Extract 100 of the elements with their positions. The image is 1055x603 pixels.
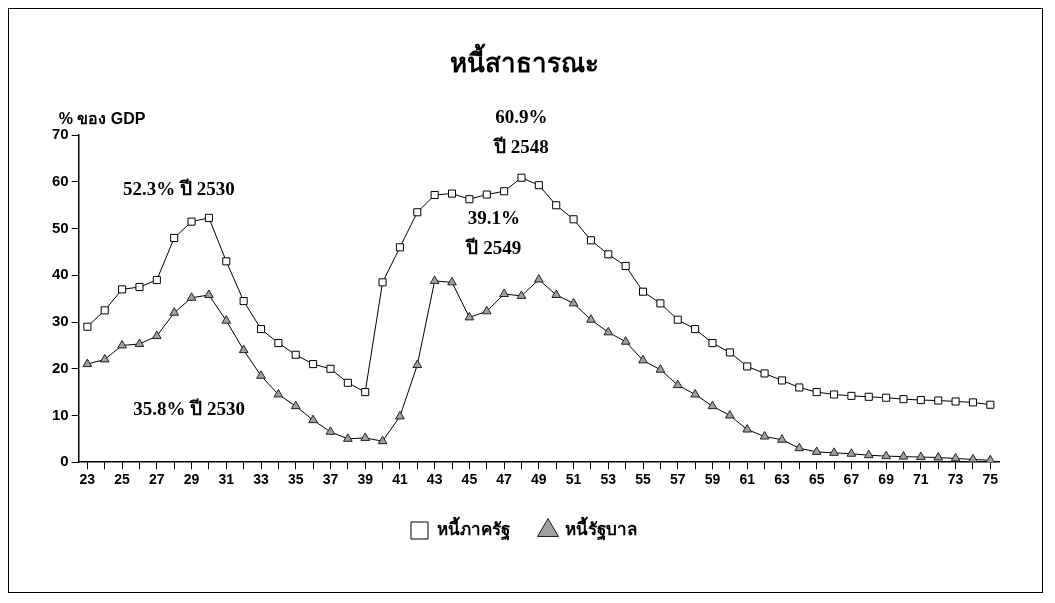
point bbox=[118, 285, 127, 294]
legend-label: หนี้ภาครัฐ bbox=[436, 516, 510, 542]
point bbox=[950, 452, 961, 462]
point bbox=[82, 358, 93, 368]
point bbox=[777, 376, 786, 385]
y-tick-label: 50 bbox=[52, 218, 69, 236]
x-tick-label: 27 bbox=[149, 471, 165, 488]
chart-title: หนี้สาธารณะ bbox=[449, 42, 599, 78]
x-tick-label: 37 bbox=[322, 471, 339, 488]
x-tick-label: 45 bbox=[461, 471, 478, 488]
point bbox=[552, 201, 561, 210]
point bbox=[516, 290, 527, 299]
point bbox=[378, 278, 387, 287]
point bbox=[187, 217, 196, 226]
point bbox=[604, 250, 613, 259]
annotation: 52.3% ปี 2530 bbox=[123, 177, 235, 199]
y-tick-label: 70 bbox=[52, 125, 69, 143]
x-tick-label: 67 bbox=[843, 471, 860, 488]
point bbox=[690, 388, 700, 398]
point bbox=[169, 307, 180, 316]
point bbox=[586, 314, 596, 323]
point bbox=[934, 396, 943, 405]
point bbox=[204, 289, 214, 298]
point bbox=[968, 453, 978, 463]
point bbox=[239, 297, 248, 306]
x-tick-label: 61 bbox=[739, 471, 756, 488]
x-tick-label: 65 bbox=[808, 471, 825, 488]
y-axis-title: % ของ GDP bbox=[58, 109, 146, 127]
point bbox=[638, 287, 648, 296]
point bbox=[916, 396, 925, 405]
annotation: 35.8% ปี 2530 bbox=[133, 397, 245, 419]
point bbox=[482, 190, 491, 199]
x-tick-label: 33 bbox=[253, 471, 270, 488]
point bbox=[812, 388, 821, 397]
point bbox=[309, 360, 318, 369]
y-tick-label: 60 bbox=[52, 172, 69, 190]
point bbox=[99, 353, 110, 363]
point bbox=[673, 315, 682, 324]
x-tick-label: 75 bbox=[982, 471, 999, 488]
x-tick-label: 39 bbox=[357, 471, 374, 488]
point bbox=[135, 282, 144, 292]
point bbox=[794, 442, 805, 452]
point bbox=[361, 388, 370, 397]
y-tick-label: 40 bbox=[52, 265, 69, 283]
point bbox=[151, 330, 162, 340]
point bbox=[204, 213, 213, 222]
point bbox=[465, 195, 474, 204]
x-tick-label: 55 bbox=[635, 471, 652, 488]
point bbox=[638, 354, 648, 364]
point bbox=[464, 311, 475, 321]
point bbox=[534, 181, 543, 190]
point bbox=[238, 344, 249, 354]
x-tick-label: 63 bbox=[774, 471, 790, 488]
point bbox=[621, 261, 630, 271]
x-tick-label: 53 bbox=[600, 471, 617, 488]
point bbox=[672, 379, 683, 389]
x-tick-label: 23 bbox=[79, 471, 96, 488]
point bbox=[725, 348, 734, 357]
point bbox=[725, 409, 735, 419]
point bbox=[325, 426, 336, 435]
point bbox=[534, 274, 544, 283]
x-tick-label: 73 bbox=[947, 471, 964, 488]
point bbox=[829, 447, 839, 456]
point bbox=[360, 432, 371, 441]
point bbox=[273, 388, 284, 398]
point bbox=[499, 288, 509, 298]
point bbox=[170, 233, 179, 243]
point bbox=[290, 400, 301, 410]
point bbox=[830, 390, 839, 399]
point bbox=[412, 359, 423, 369]
point bbox=[568, 297, 579, 307]
point bbox=[517, 173, 526, 182]
point bbox=[743, 362, 752, 371]
point bbox=[291, 350, 300, 359]
point bbox=[413, 208, 422, 217]
point bbox=[551, 289, 562, 298]
point bbox=[811, 446, 822, 455]
point bbox=[759, 431, 770, 440]
y-tick-label: 10 bbox=[52, 405, 69, 423]
point bbox=[603, 326, 614, 336]
point bbox=[481, 305, 492, 315]
y-tick-label: 20 bbox=[52, 358, 69, 376]
point bbox=[864, 392, 873, 401]
x-tick-label: 69 bbox=[878, 471, 895, 488]
point bbox=[308, 414, 318, 424]
point bbox=[569, 215, 578, 224]
point bbox=[986, 400, 995, 409]
point bbox=[343, 378, 352, 387]
point bbox=[395, 410, 405, 420]
y-tick-label: 30 bbox=[52, 312, 69, 330]
point bbox=[707, 400, 718, 410]
point bbox=[186, 292, 197, 301]
x-tick-label: 41 bbox=[392, 471, 408, 488]
x-tick-label: 59 bbox=[704, 471, 721, 488]
point bbox=[655, 364, 666, 373]
point bbox=[447, 276, 457, 286]
point bbox=[760, 369, 769, 378]
point bbox=[898, 451, 909, 460]
point bbox=[656, 299, 665, 308]
point bbox=[343, 433, 353, 442]
